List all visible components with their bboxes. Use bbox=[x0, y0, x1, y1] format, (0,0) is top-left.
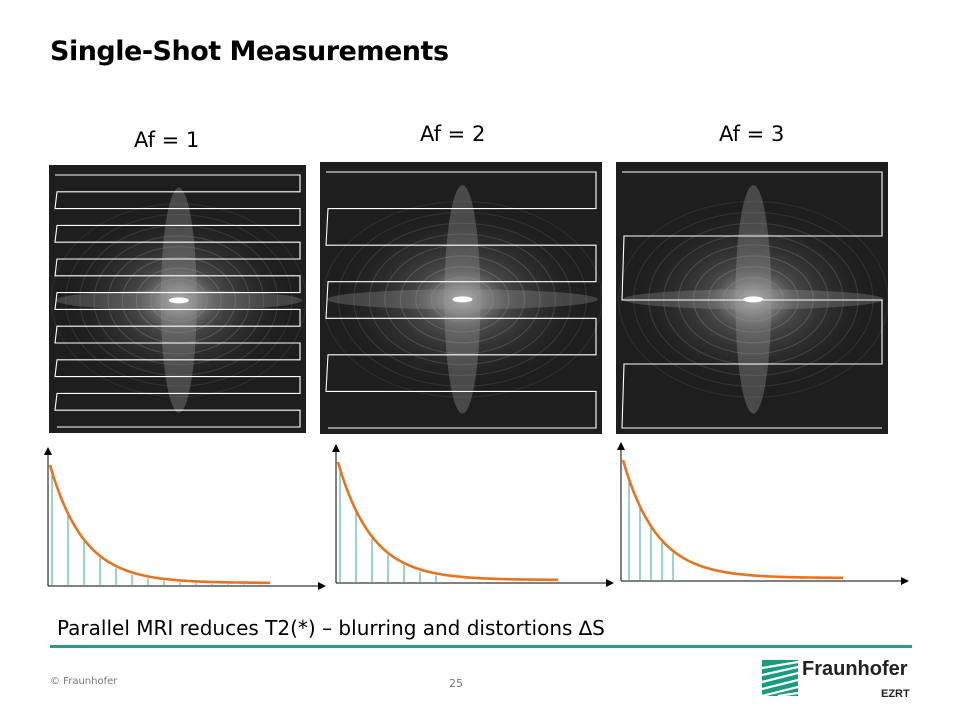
kspace-svg-af2 bbox=[322, 171, 602, 429]
af-label-2: Af = 2 bbox=[420, 122, 486, 146]
kspace-ring bbox=[322, 200, 602, 398]
kspace-ring bbox=[430, 276, 495, 322]
af-label-1: Af = 1 bbox=[134, 128, 200, 152]
kspace-ring bbox=[692, 255, 814, 344]
kspace-ring bbox=[662, 233, 844, 366]
kspace-ring bbox=[446, 287, 479, 311]
kspace-ring bbox=[135, 267, 222, 334]
kspace-ring bbox=[677, 244, 829, 355]
kspace-ring bbox=[337, 211, 588, 388]
af-label-3: Af = 3 bbox=[719, 122, 785, 146]
kspace-ring bbox=[737, 287, 769, 311]
kspace-svg-af3 bbox=[618, 171, 888, 429]
logo-sub: EZRT bbox=[881, 688, 910, 700]
epi-trajectory bbox=[325, 171, 597, 429]
kspace-image-af2 bbox=[320, 162, 602, 434]
kspace-ring bbox=[93, 235, 265, 366]
decay-plot-af2 bbox=[332, 444, 614, 587]
kspace-ring bbox=[164, 289, 194, 312]
kspace-ring bbox=[149, 278, 208, 323]
page-number: 25 bbox=[449, 677, 463, 690]
kspace-ring bbox=[399, 255, 526, 344]
footer-rule bbox=[50, 645, 912, 648]
epi-trajectory bbox=[621, 171, 883, 429]
t2-decay-curve bbox=[48, 464, 270, 585]
kspace-ring bbox=[368, 233, 557, 366]
slide-title: Single-Shot Measurements bbox=[50, 36, 449, 67]
kspace-ring bbox=[618, 200, 888, 398]
kspace-ring bbox=[65, 213, 293, 387]
kspace-ring bbox=[707, 266, 799, 333]
kspace-ring bbox=[51, 203, 306, 398]
copyright: © Fraunhofer bbox=[50, 676, 118, 687]
kspace-image-af3 bbox=[616, 162, 888, 434]
kspace-image-af1 bbox=[49, 165, 306, 433]
kspace-ring bbox=[353, 222, 572, 377]
kspace-center bbox=[452, 296, 473, 303]
t2-decay-curve bbox=[621, 459, 843, 580]
kspace-ring bbox=[633, 211, 874, 388]
logo-name: Fraunhofer bbox=[802, 658, 908, 680]
fraunhofer-emblem-icon bbox=[762, 660, 798, 696]
fraunhofer-logo: Fraunhofer EZRT bbox=[762, 658, 922, 708]
decay-plot-af1 bbox=[44, 447, 326, 590]
kspace-svg-af1 bbox=[51, 174, 306, 428]
kspace-ring bbox=[107, 246, 251, 355]
kspace-ring bbox=[648, 222, 859, 377]
kspace-ring bbox=[722, 276, 784, 322]
t2-decay-curve bbox=[336, 461, 558, 582]
summary-text: Parallel MRI reduces T2(*) – blurring an… bbox=[57, 616, 605, 640]
kspace-ring bbox=[415, 266, 510, 333]
epi-trajectory bbox=[54, 174, 301, 428]
decay-plot-af3 bbox=[617, 442, 909, 585]
kspace-center bbox=[743, 296, 764, 303]
kspace-center bbox=[168, 297, 189, 304]
